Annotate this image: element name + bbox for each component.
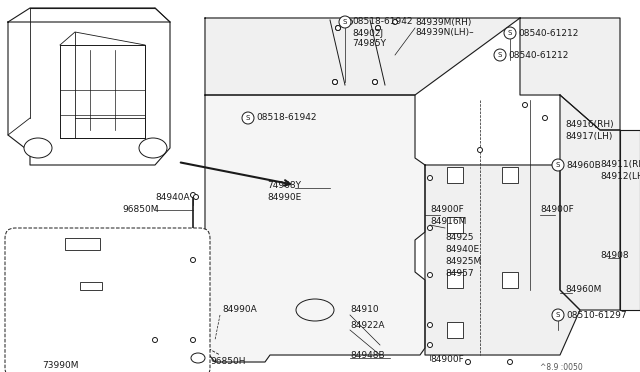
Bar [447,272,463,288]
Text: 84925M: 84925M [445,257,481,266]
Polygon shape [205,95,425,362]
Text: 84990E: 84990E [267,192,301,202]
Polygon shape [425,165,580,355]
Polygon shape [560,95,620,310]
Text: 84916(RH): 84916(RH) [565,121,614,129]
Circle shape [191,257,195,263]
Text: 84939N(LH)–: 84939N(LH)– [415,29,474,38]
Bar [502,167,518,183]
Text: 84908: 84908 [600,250,628,260]
Circle shape [494,49,506,61]
Text: 08510-61297: 08510-61297 [566,311,627,320]
Text: 84912(LH): 84912(LH) [600,173,640,182]
Circle shape [191,337,195,343]
Circle shape [372,80,378,84]
Polygon shape [8,22,170,165]
Text: 96850M: 96850M [122,205,159,215]
Text: ^8.9 :0050: ^8.9 :0050 [540,363,583,372]
Circle shape [522,103,527,108]
Text: 08518-61942: 08518-61942 [352,17,413,26]
Circle shape [428,323,433,327]
Text: S: S [508,30,512,36]
Bar [80,282,102,290]
Circle shape [428,273,433,278]
Circle shape [335,26,340,31]
Text: 84902J: 84902J [352,29,383,38]
Bar [502,272,518,288]
Polygon shape [520,18,620,130]
Text: 08540-61212: 08540-61212 [518,29,579,38]
FancyBboxPatch shape [5,228,210,372]
Polygon shape [205,18,520,95]
Bar [65,238,100,250]
Text: 84957: 84957 [445,269,474,279]
Text: 84910: 84910 [350,305,379,314]
Text: 08540-61212: 08540-61212 [508,51,568,60]
Ellipse shape [24,138,52,158]
Text: 84960B: 84960B [566,160,601,170]
Text: 84917(LH): 84917(LH) [565,132,612,141]
Circle shape [552,309,564,321]
Circle shape [428,176,433,180]
Text: 74968Y: 74968Y [267,180,301,189]
Text: 84911(RH): 84911(RH) [600,160,640,170]
Text: S: S [343,19,347,25]
Text: 84948B: 84948B [350,350,385,359]
Circle shape [376,26,381,31]
Circle shape [372,80,378,84]
Bar [447,217,463,233]
Circle shape [152,337,157,343]
Text: 84922A: 84922A [350,321,385,330]
Bar [447,167,463,183]
Circle shape [543,115,547,121]
Circle shape [333,80,337,84]
Circle shape [335,26,340,31]
Circle shape [339,16,351,28]
Text: 84990A: 84990A [222,305,257,314]
Text: S: S [556,162,560,168]
Circle shape [428,343,433,347]
Circle shape [191,192,195,198]
Polygon shape [60,45,145,138]
Circle shape [392,19,397,25]
Circle shape [242,112,254,124]
Text: S: S [556,312,560,318]
Circle shape [428,225,433,231]
Text: 73990M: 73990M [42,360,79,369]
Circle shape [465,359,470,365]
Bar [447,322,463,338]
Text: S: S [246,115,250,121]
Text: 84939M(RH): 84939M(RH) [415,17,472,26]
Circle shape [477,148,483,153]
Circle shape [348,19,353,25]
Circle shape [333,80,337,84]
Polygon shape [620,130,640,310]
Text: 84916M: 84916M [430,218,467,227]
Ellipse shape [191,353,205,363]
Circle shape [376,26,381,31]
Text: 84900F: 84900F [430,205,464,215]
Text: 96850H: 96850H [210,357,246,366]
Circle shape [193,195,198,199]
Circle shape [552,159,564,171]
Text: S: S [498,52,502,58]
Text: 84940A: 84940A [155,192,189,202]
Text: 74985Y: 74985Y [352,39,386,48]
Circle shape [508,359,513,365]
Text: 84940E: 84940E [445,246,479,254]
Text: 84900F: 84900F [430,356,464,365]
Ellipse shape [296,299,334,321]
Text: 84960M: 84960M [565,285,602,295]
Text: 84925: 84925 [445,234,474,243]
Text: 08518-61942: 08518-61942 [256,113,317,122]
Ellipse shape [139,138,167,158]
Circle shape [504,27,516,39]
Text: 84900F: 84900F [540,205,573,215]
